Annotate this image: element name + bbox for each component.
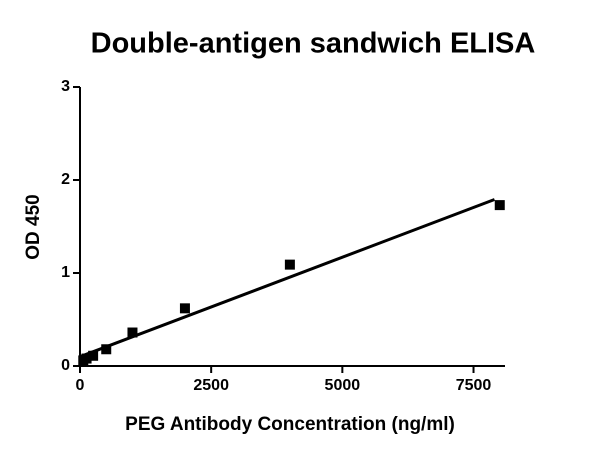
point xyxy=(494,200,505,211)
point xyxy=(127,327,138,338)
fit-line xyxy=(79,198,496,359)
x-tick-label: 7500 xyxy=(456,377,492,394)
x-tick-label: 2500 xyxy=(193,377,229,394)
point xyxy=(88,350,99,361)
x-axis-label: PEG Antibody Concentration (ng/ml) xyxy=(125,414,455,435)
point xyxy=(81,353,92,364)
y-tick-label: 3 xyxy=(61,78,70,95)
y-tick-label: 0 xyxy=(61,357,70,374)
x-tick-label: 0 xyxy=(76,377,85,394)
point xyxy=(179,303,190,314)
chart-title: Double-antigen sandwich ELISA xyxy=(91,28,536,60)
y-tick-label: 1 xyxy=(61,264,70,281)
y-tick-label: 2 xyxy=(61,171,70,188)
y-axis-label: OD 450 xyxy=(23,194,44,259)
point xyxy=(284,259,295,270)
x-tick-label: 5000 xyxy=(325,377,361,394)
point xyxy=(101,344,112,355)
